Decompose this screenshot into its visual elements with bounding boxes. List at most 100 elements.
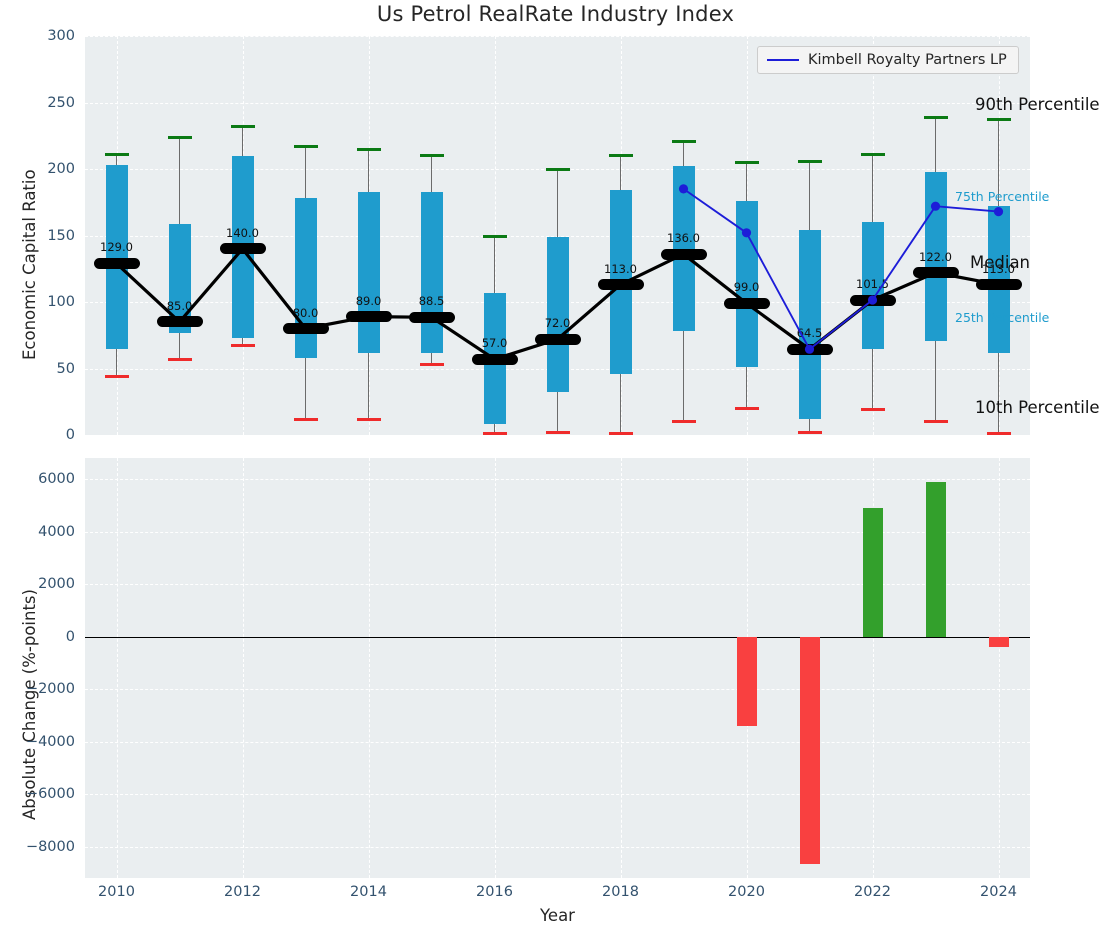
- legend-line-swatch: [767, 59, 799, 61]
- boxplot-p10-cap: [545, 430, 570, 434]
- boxplot-p10-cap: [797, 430, 822, 434]
- boxplot-median-label: 89.0: [355, 293, 382, 308]
- x-axis-tick: 2010: [98, 884, 135, 900]
- bottom-panel-y-tick: 4000: [38, 523, 75, 540]
- boxplot-median-marker: [282, 323, 329, 335]
- boxplot-median-marker: [786, 343, 833, 355]
- boxplot-box: [420, 191, 443, 353]
- bottom-panel-zero-line: [85, 636, 1030, 638]
- bottom-panel-gridline: [85, 531, 1030, 533]
- legend[interactable]: Kimbell Royalty Partners LP: [757, 46, 1019, 74]
- legend-label: Kimbell Royalty Partners LP: [808, 52, 1007, 68]
- boxplot-p10-cap: [608, 432, 633, 436]
- boxplot-p90-cap: [860, 152, 885, 156]
- bottom-panel-gridline-vertical: [494, 458, 496, 878]
- x-axis-tick: 2022: [854, 884, 891, 900]
- top-panel-y-axis-label: Economic Capital Ratio: [20, 169, 39, 360]
- boxplot-box: [105, 165, 128, 349]
- boxplot-median-label: 113.0: [604, 261, 637, 276]
- bottom-panel-gridline: [85, 689, 1030, 690]
- bottom-panel-y-tick: −8000: [25, 838, 75, 855]
- boxplot-median-label: 72.0: [544, 316, 571, 331]
- x-axis-tick: 2020: [728, 884, 765, 900]
- boxplot-p90-cap: [671, 139, 696, 143]
- boxplot-p10-cap: [734, 406, 759, 410]
- annotation-median: Median: [970, 253, 1031, 272]
- x-axis-tick: 2014: [350, 884, 387, 900]
- boxplot-p10-cap: [986, 432, 1011, 436]
- boxplot-p90-cap: [293, 144, 318, 148]
- x-axis-tick: 2024: [980, 884, 1017, 900]
- change-bar: [988, 636, 1009, 647]
- boxplot-p90-cap: [608, 154, 633, 158]
- boxplot-median-label: 64.5: [796, 326, 823, 341]
- boxplot-median-label: 129.0: [100, 240, 133, 255]
- annotation-75th-percentile: 75th Percentile: [955, 189, 1050, 204]
- bottom-panel-gridline-vertical: [368, 458, 370, 878]
- boxplot-p90-cap: [545, 167, 570, 171]
- boxplot-median-label: 101.5: [856, 277, 889, 291]
- boxplot-median-label: 57.0: [481, 336, 508, 351]
- annotation-90th-percentile: 90th Percentile: [975, 95, 1100, 114]
- change-bar: [862, 507, 883, 637]
- boxplot-p90-cap: [230, 124, 255, 128]
- boxplot-median-label: 140.0: [226, 225, 259, 240]
- top-panel-gridline: [85, 36, 1030, 37]
- boxplot-median-marker: [723, 297, 770, 309]
- change-bar: [736, 636, 757, 726]
- bottom-panel-y-tick: −4000: [25, 733, 75, 750]
- change-bar: [799, 636, 820, 864]
- boxplot-box: [546, 236, 569, 393]
- boxplot-p90-cap: [356, 147, 381, 151]
- x-axis-tick: 2018: [602, 884, 639, 900]
- top-panel-y-tick: 100: [47, 294, 75, 310]
- annotation-10th-percentile: 10th Percentile: [975, 398, 1100, 417]
- x-axis-tick: 2012: [224, 884, 261, 900]
- boxplot-p90-cap: [734, 160, 759, 164]
- boxplot-median-marker: [660, 248, 707, 260]
- boxplot-p10-cap: [671, 420, 696, 424]
- boxplot-median-marker: [345, 311, 392, 323]
- boxplot-median-marker: [912, 267, 959, 279]
- boxplot-p10-cap: [860, 408, 885, 412]
- bottom-panel-gridline-vertical: [872, 458, 874, 878]
- boxplot-p90-cap: [986, 118, 1011, 122]
- boxplot-median-label: 80.0: [292, 305, 319, 320]
- boxplot-p90-cap: [419, 154, 444, 158]
- boxplot-p10-cap: [356, 417, 381, 421]
- bottom-panel-y-tick: 2000: [38, 576, 75, 592]
- bottom-panel-gridline: [85, 794, 1030, 795]
- chart-title: Us Petrol RealRate Industry Index: [376, 2, 735, 26]
- boxplot-p90-cap: [797, 159, 822, 163]
- boxplot-median-marker: [471, 353, 518, 365]
- bottom-panel-y-tick: 6000: [38, 471, 75, 487]
- bottom-panel-y-tick: −2000: [25, 681, 75, 697]
- bottom-panel-gridline-vertical: [998, 458, 1000, 878]
- boxplot-median-marker: [534, 333, 581, 345]
- boxplot-p10-cap: [230, 344, 255, 348]
- top-panel-y-tick: 0: [65, 427, 75, 443]
- boxplot-median-marker: [975, 279, 1022, 291]
- bottom-panel-gridline: [85, 584, 1030, 585]
- annotation-25th-percentile: 25th Percentile: [955, 310, 1050, 325]
- bottom-panel-plot-area: [85, 458, 1030, 878]
- boxplot-p90-cap: [104, 152, 129, 156]
- x-axis-tick: 2016: [476, 884, 513, 900]
- boxplot-median-marker: [597, 279, 644, 291]
- bottom-panel-y-tick: 0: [65, 628, 75, 645]
- boxplot-p10-cap: [419, 363, 444, 366]
- boxplot-median-marker: [219, 243, 266, 255]
- boxplot-box: [798, 230, 821, 420]
- boxplot-p90-cap: [482, 235, 507, 239]
- bottom-panel-gridline-vertical: [620, 458, 622, 878]
- bottom-panel-gridline-vertical: [242, 458, 244, 878]
- top-panel-gridline: [85, 102, 1030, 104]
- boxplot-p90-cap: [167, 135, 192, 139]
- boxplot-median-marker: [93, 257, 140, 269]
- boxplot-p10-cap: [293, 417, 318, 421]
- boxplot-p10-cap: [167, 357, 192, 361]
- boxplot-median-label: 99.0: [733, 280, 760, 295]
- change-bar: [925, 481, 946, 637]
- boxplot-median-label: 136.0: [667, 231, 700, 246]
